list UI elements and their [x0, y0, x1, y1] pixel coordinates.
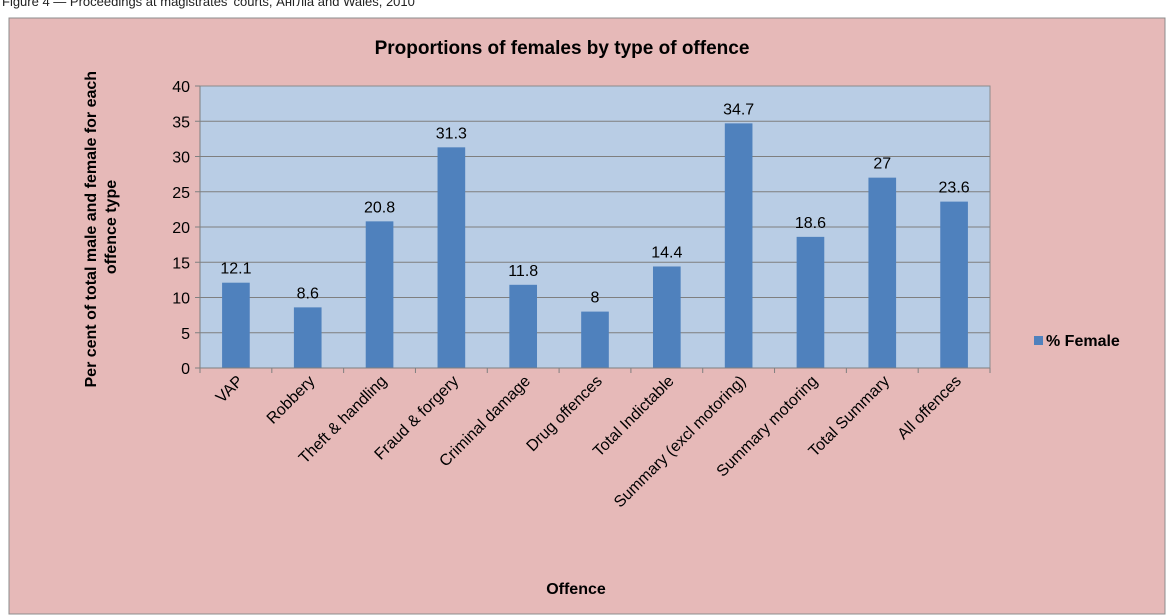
bar-drug-offences: [581, 311, 609, 368]
y-tick-label: 30: [172, 150, 190, 167]
chart-title: Proportions of females by type of offenc…: [375, 38, 750, 59]
y-tick-label: 25: [172, 185, 190, 202]
data-label: 27: [873, 156, 891, 173]
x-axis-label: Offence: [546, 581, 606, 598]
y-axis: 0 5 10 15 20 25 30 35 40: [172, 79, 201, 378]
y-axis-label-line-2: offence type: [103, 180, 120, 274]
bar-all-offences: [940, 201, 968, 368]
data-label: 8.6: [297, 285, 319, 302]
data-label: 23.6: [939, 180, 970, 197]
bar-criminal-damage: [509, 284, 538, 368]
bar-total-summary: [868, 177, 897, 368]
y-axis-label-line-1: Per cent of total male and female for ea…: [83, 71, 100, 388]
bar-vap: [222, 282, 250, 368]
data-label: 8: [591, 290, 600, 307]
y-tick-label: 35: [172, 114, 190, 131]
data-label: 11.8: [508, 263, 538, 280]
data-label: 20.8: [364, 199, 395, 216]
data-label: 18.6: [795, 215, 826, 232]
y-tick-label: 10: [172, 291, 190, 308]
bar-fraud-forgery: [437, 147, 466, 368]
data-label: 34.7: [723, 101, 754, 118]
bars: [222, 123, 968, 369]
legend-label: % Female: [1046, 333, 1120, 350]
gridlines: [200, 120, 990, 334]
bar-summary-motoring: [796, 236, 825, 368]
bar-theft-handling: [365, 221, 394, 368]
legend: % Female: [1034, 333, 1120, 350]
y-tick-label: 40: [172, 79, 190, 96]
bar-total-indictable: [652, 266, 681, 368]
y-tick-label: 5: [181, 326, 190, 343]
y-axis-label: Per cent of total male and female for ea…: [83, 67, 120, 388]
data-label: 12.1: [220, 261, 251, 278]
data-label: 14.4: [651, 244, 682, 261]
y-tick-label: 20: [172, 220, 190, 237]
bar-robbery: [293, 307, 322, 368]
data-labels: 12.1 8.6 20.8 31.3 11.8 8 14.4 34.7 18.6 27 23.6: [220, 101, 969, 306]
data-label: 31.3: [436, 125, 467, 142]
bar-summary-excl-motoring: [724, 123, 753, 369]
y-tick-label: 15: [172, 255, 190, 272]
legend-swatch: [1034, 336, 1043, 345]
figure-caption: Figure 4 — Proceedings at magistrates' c…: [2, 0, 415, 9]
y-tick-label: 0: [181, 361, 190, 378]
